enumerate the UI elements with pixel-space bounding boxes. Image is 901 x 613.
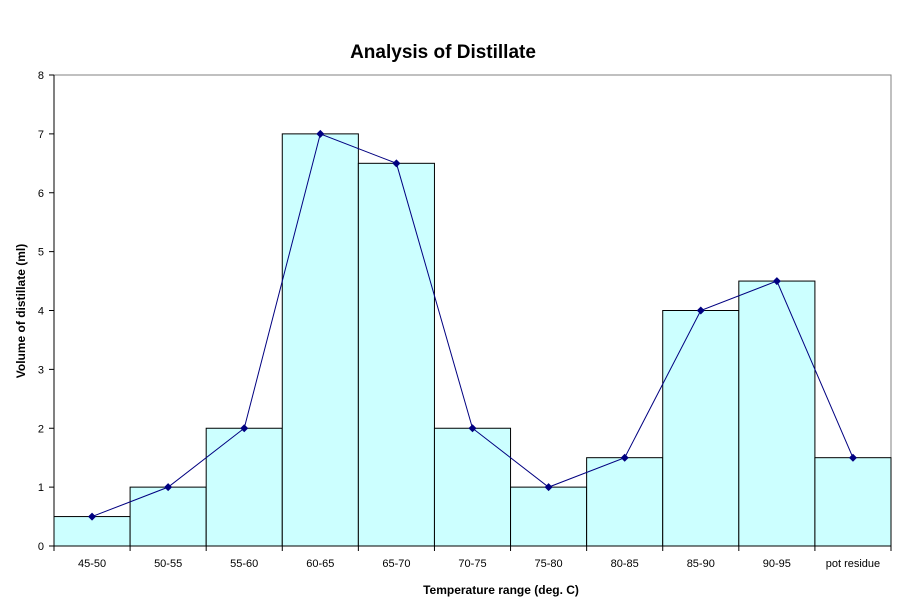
- data-point-marker: [468, 424, 477, 433]
- data-point-marker: [392, 159, 401, 168]
- x-tick-label: 45-50: [78, 558, 106, 570]
- bar: [205, 427, 283, 547]
- bar: [129, 486, 207, 547]
- bar: [281, 133, 359, 547]
- y-tick-label: 6: [38, 188, 44, 200]
- y-tick-label: 4: [38, 306, 44, 318]
- bar: [510, 486, 588, 547]
- x-tick-label: 90-95: [763, 558, 791, 570]
- bar: [433, 427, 512, 547]
- chart-title: Analysis of Distillate: [350, 42, 536, 63]
- y-tick-label: 0: [38, 541, 44, 553]
- y-tick-label: 1: [38, 482, 44, 494]
- y-tick-label: 3: [38, 364, 44, 376]
- data-point-marker: [316, 129, 325, 138]
- y-tick-label: 2: [38, 423, 44, 435]
- data-point-marker: [696, 306, 705, 315]
- data-point-marker: [772, 277, 781, 286]
- data-point-marker: [164, 483, 173, 492]
- data-point-marker: [848, 453, 857, 462]
- x-axis-label: Temperature range (deg. C): [423, 583, 579, 597]
- data-point-marker: [240, 424, 249, 433]
- x-tick-label: pot residue: [826, 558, 880, 570]
- y-tick-label: 8: [38, 70, 44, 82]
- x-tick-label: 50-55: [154, 558, 182, 570]
- x-tick-label: 85-90: [687, 558, 715, 570]
- data-point-marker: [88, 512, 97, 521]
- x-tick-label: 80-85: [611, 558, 639, 570]
- data-point-marker: [544, 483, 553, 492]
- bar: [586, 457, 664, 547]
- bar: [814, 457, 892, 547]
- bar: [53, 516, 131, 547]
- bar: [357, 162, 435, 547]
- bar: [662, 310, 740, 547]
- y-axis-label: Volume of distillate (ml): [14, 244, 28, 378]
- data-point-marker: [620, 453, 629, 462]
- x-tick-label: 70-75: [458, 558, 486, 570]
- y-tick-label: 5: [38, 247, 44, 259]
- bar: [738, 280, 816, 547]
- x-tick-label: 60-65: [306, 558, 334, 570]
- x-tick-label: 75-80: [535, 558, 563, 570]
- y-tick-label: 7: [38, 129, 44, 141]
- x-tick-label: 55-60: [230, 558, 258, 570]
- x-tick-label: 65-70: [382, 558, 410, 570]
